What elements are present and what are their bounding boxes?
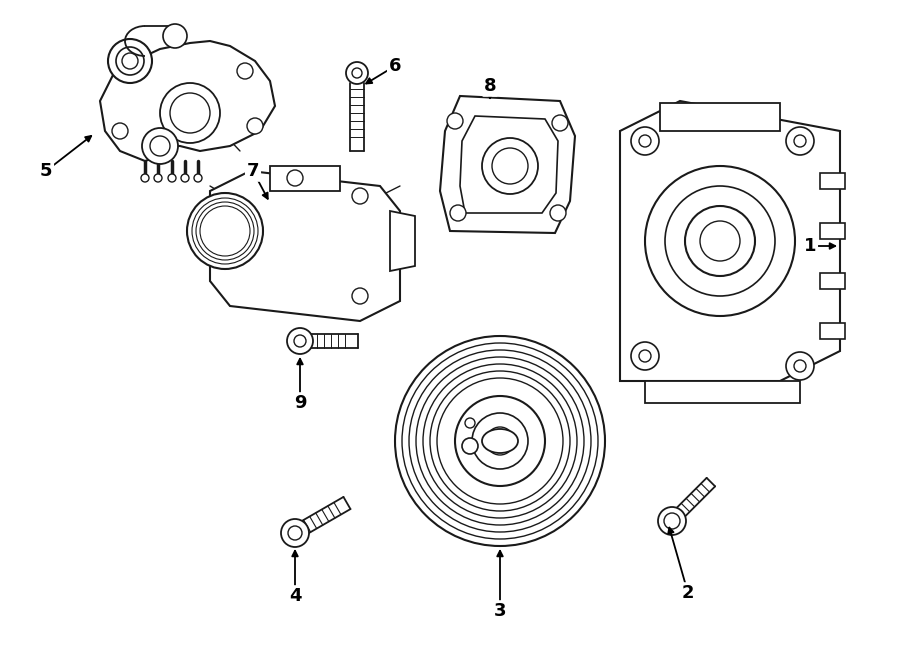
Circle shape <box>281 519 309 547</box>
Circle shape <box>552 115 568 131</box>
Circle shape <box>187 193 263 269</box>
Circle shape <box>455 396 545 486</box>
Circle shape <box>450 205 466 221</box>
Text: 8: 8 <box>483 77 496 95</box>
Circle shape <box>288 526 302 540</box>
Circle shape <box>196 202 254 260</box>
Circle shape <box>492 148 528 184</box>
Circle shape <box>154 174 162 182</box>
Circle shape <box>794 135 806 147</box>
Text: 7: 7 <box>247 162 259 180</box>
Circle shape <box>447 113 463 129</box>
Polygon shape <box>820 273 845 289</box>
Circle shape <box>645 166 795 316</box>
Polygon shape <box>820 223 845 239</box>
Circle shape <box>665 186 775 296</box>
Circle shape <box>631 127 659 155</box>
Circle shape <box>150 136 170 156</box>
Circle shape <box>352 68 362 78</box>
Circle shape <box>639 135 651 147</box>
Circle shape <box>685 206 755 276</box>
Circle shape <box>465 418 475 428</box>
Circle shape <box>141 174 149 182</box>
Circle shape <box>352 288 368 304</box>
Circle shape <box>194 174 202 182</box>
Polygon shape <box>100 41 275 161</box>
Polygon shape <box>645 381 800 403</box>
Polygon shape <box>820 173 845 189</box>
Polygon shape <box>210 171 400 321</box>
Polygon shape <box>820 323 845 339</box>
Text: 6: 6 <box>389 57 401 75</box>
Circle shape <box>486 427 514 455</box>
Circle shape <box>192 198 258 264</box>
Circle shape <box>462 438 478 454</box>
Circle shape <box>352 188 368 204</box>
Circle shape <box>247 118 263 134</box>
Circle shape <box>639 350 651 362</box>
Circle shape <box>395 336 605 546</box>
Polygon shape <box>440 96 575 233</box>
Circle shape <box>163 24 187 48</box>
Text: 9: 9 <box>293 394 306 412</box>
Text: 2: 2 <box>682 584 694 602</box>
Circle shape <box>786 352 814 380</box>
Circle shape <box>211 217 239 245</box>
Circle shape <box>287 170 303 186</box>
Circle shape <box>550 205 566 221</box>
Circle shape <box>346 62 368 84</box>
Circle shape <box>142 128 178 164</box>
Circle shape <box>200 206 250 256</box>
Circle shape <box>700 221 740 261</box>
Circle shape <box>170 93 210 133</box>
Circle shape <box>168 174 176 182</box>
Circle shape <box>472 413 528 469</box>
Circle shape <box>287 328 313 354</box>
Polygon shape <box>270 166 340 191</box>
Circle shape <box>658 507 686 535</box>
Circle shape <box>794 360 806 372</box>
Circle shape <box>108 39 152 83</box>
Circle shape <box>786 127 814 155</box>
Text: 3: 3 <box>494 602 506 620</box>
Circle shape <box>181 174 189 182</box>
Circle shape <box>482 138 538 194</box>
Circle shape <box>116 47 144 75</box>
Circle shape <box>294 335 306 347</box>
Text: 4: 4 <box>289 587 302 605</box>
Polygon shape <box>620 101 840 381</box>
Polygon shape <box>660 103 780 131</box>
Polygon shape <box>390 211 415 271</box>
Circle shape <box>664 513 680 529</box>
Text: 5: 5 <box>40 162 52 180</box>
Polygon shape <box>460 116 558 213</box>
Ellipse shape <box>482 429 518 453</box>
Circle shape <box>160 83 220 143</box>
Circle shape <box>237 63 253 79</box>
Circle shape <box>112 123 128 139</box>
Circle shape <box>631 342 659 370</box>
Text: 1: 1 <box>804 237 816 255</box>
Circle shape <box>122 53 138 69</box>
Circle shape <box>199 205 251 257</box>
